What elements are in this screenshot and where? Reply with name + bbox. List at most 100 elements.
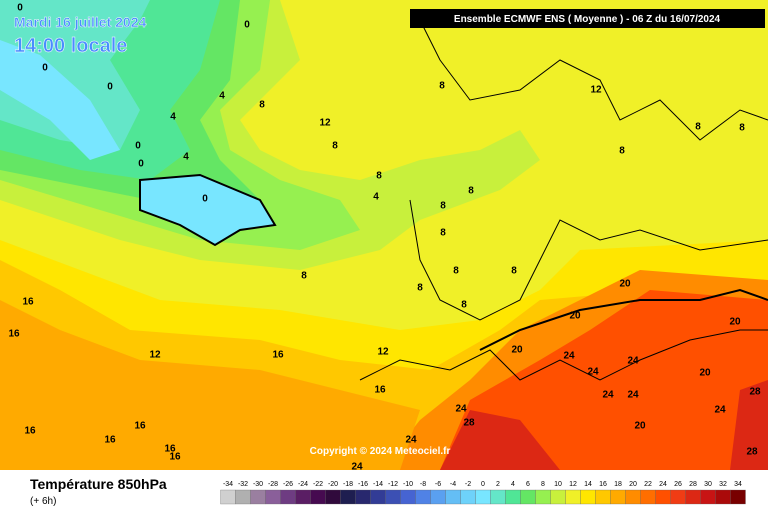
legend-swatch [430,489,446,505]
legend-swatch [640,489,656,505]
legend-swatch [250,489,266,505]
legend-swatch [280,489,296,505]
contour-label: 0 [138,159,144,170]
legend-swatch [670,489,686,505]
contour-label: 4 [170,112,176,123]
contour-label: 24 [714,405,726,416]
legend-swatch [520,489,536,505]
legend-swatch [355,489,371,505]
copyright: Copyright © 2024 Meteociel.fr [310,446,451,457]
contour-label: 0 [244,20,250,31]
contour-label: 4 [373,192,379,203]
contour-label: 0 [17,3,23,14]
legend-swatch [730,489,746,505]
contour-label: 28 [463,418,475,429]
contour-label: 20 [511,345,523,356]
contour-label: 28 [749,387,761,398]
model-info: Ensemble ECMWF ENS ( Moyenne ) - 06 Z du… [454,14,721,25]
legend-tick: -2 [465,481,471,488]
legend-tick: -6 [435,481,441,488]
legend-tick: 2 [496,481,500,488]
contour-label: 8 [461,300,467,311]
contour-label: 16 [134,421,146,432]
footer-title: Température 850hPa [30,476,167,492]
contour-label: 8 [440,228,446,239]
legend-swatch [685,489,701,505]
legend-tick: -26 [283,481,293,488]
contour-label: 20 [619,279,631,290]
legend-swatch [565,489,581,505]
contour-label: 8 [440,201,446,212]
legend-tick: 20 [629,481,637,488]
legend-swatch [385,489,401,505]
legend-tick: 8 [541,481,545,488]
legend-tick: 6 [526,481,530,488]
legend-tick: 10 [554,481,562,488]
legend-tick: -16 [358,481,368,488]
coastline [419,19,768,141]
contour-label: 16 [272,350,284,361]
legend-tick: -22 [313,481,323,488]
legend-tick: -20 [328,481,338,488]
contour-label: 16 [8,329,20,340]
legend-tick: -8 [420,481,426,488]
legend-tick: 16 [599,481,607,488]
legend-swatch [625,489,641,505]
contour-label: 16 [164,444,176,455]
legend-swatch [370,489,386,505]
legend-tick: 14 [584,481,592,488]
legend-swatch [460,489,476,505]
contour-label: 8 [511,266,517,277]
contour-label: 8 [417,283,423,294]
legend-tick: 12 [569,481,577,488]
contour-label: 24 [587,367,599,378]
contour-label: 8 [739,123,745,134]
legend-swatch [700,489,716,505]
contour-label: 8 [619,146,625,157]
legend-tick: -30 [253,481,263,488]
zone-28 [440,380,768,470]
legend-swatch [340,489,356,505]
legend-swatch [295,489,311,505]
legend-swatch [400,489,416,505]
contour-label: 8 [332,141,338,152]
contour-label: 16 [374,385,386,396]
contour-label: 20 [634,421,646,432]
legend-swatch [415,489,431,505]
legend-swatch [325,489,341,505]
model-banner [410,9,765,28]
legend-swatch [310,489,326,505]
legend-swatch [715,489,731,505]
legend-tick: 24 [659,481,667,488]
legend-tick: 0 [481,481,485,488]
legend-tick: -28 [268,481,278,488]
contour-label: 8 [259,100,265,111]
legend-swatch [235,489,251,505]
contour-label: 24 [351,462,363,473]
contour-label: 16 [169,452,181,463]
legend-swatch [220,489,236,505]
contour-label: 16 [22,297,34,308]
legend-swatch [505,489,521,505]
contour-label: 12 [377,347,389,358]
zone-16 [0,300,420,470]
contour-label: 8 [376,171,382,182]
legend-swatch [655,489,671,505]
contour-label: 8 [453,266,459,277]
contour-label: 16 [24,426,36,437]
contour-label: 24 [563,351,575,362]
contour-label: 24 [405,435,417,446]
contour-label: 8 [468,186,474,197]
legend-tick: 4 [511,481,515,488]
legend-tick: 28 [689,481,697,488]
contour-label: 0 [42,63,48,74]
contour-label: 24 [455,404,467,415]
legend-tick: -14 [373,481,383,488]
contour-label: 8 [695,122,701,133]
legend-swatch [445,489,461,505]
legend-swatch [610,489,626,505]
legend-swatch [475,489,491,505]
contour-label: 24 [627,390,639,401]
legend-swatch [580,489,596,505]
